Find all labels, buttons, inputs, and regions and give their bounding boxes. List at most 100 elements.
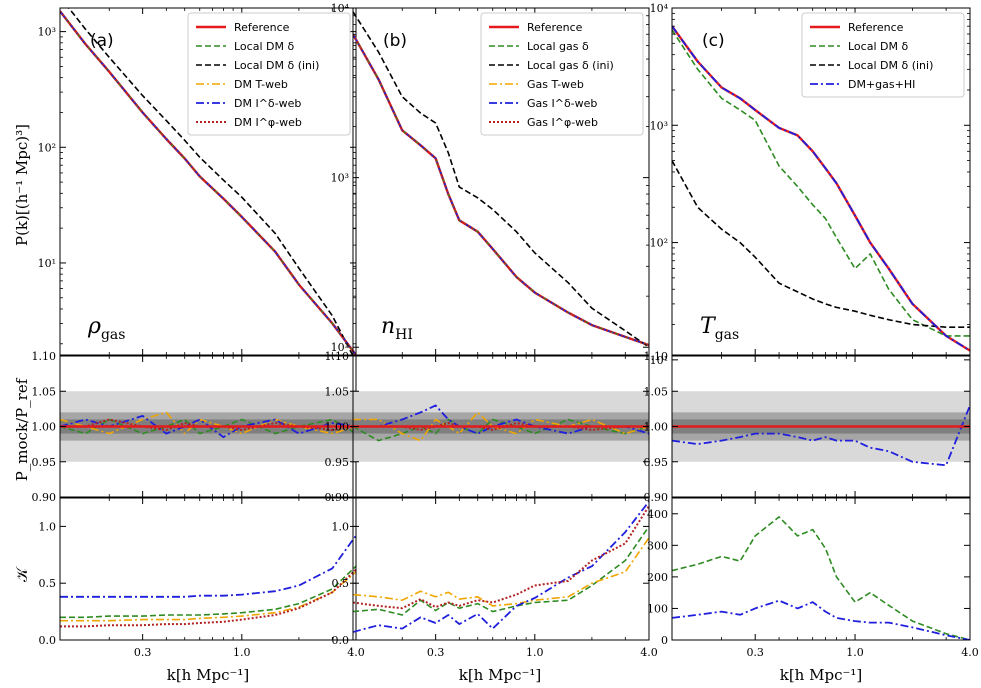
y-tick-label: 0.90 [644, 491, 669, 504]
series-line-tweb [353, 537, 649, 607]
series-line-local [672, 516, 970, 640]
x-tick-label: 4.0 [640, 646, 658, 659]
series-line-local_ini [672, 160, 970, 329]
legend-label: Gas I^φ-web [527, 116, 598, 129]
quantity-symbol: T [700, 314, 717, 339]
y-tick-label: 0 [661, 634, 668, 647]
y-tick-label: 10² [650, 237, 668, 250]
plot-area-a-bot [60, 534, 356, 628]
legend-label: DM I^φ-web [234, 116, 302, 129]
quantity-label-c: Tgas [700, 314, 739, 343]
y-axis-label-ratio: P_mock/P_ref [13, 377, 31, 481]
y-tick-label: 10¹ [38, 257, 56, 270]
y-tick-label: 1.05 [644, 385, 669, 398]
y-tick-label: 100 [647, 602, 668, 615]
y-tick-label: 0.5 [332, 577, 350, 590]
legend-label: Local gas δ (ini) [527, 59, 614, 72]
panel-letter-c: (c) [702, 31, 725, 51]
x-tick-label: 0.3 [134, 646, 152, 659]
panel-c: 10¹ 10² 10³ 10⁴ (c) Tgas Reference Local DM δ Lo… [644, 2, 979, 659]
series-line-iphi [353, 505, 649, 610]
x-tick-label: 4.0 [961, 646, 979, 659]
series-line-local [60, 565, 356, 619]
legend-box [801, 12, 965, 98]
panel-letter-a: (a) [90, 31, 114, 51]
y-tick-label: 1.0 [332, 520, 350, 533]
quantity-subscript: HI [395, 327, 413, 343]
quantity-subscript: gas [101, 327, 126, 343]
plot-area-a-top [60, 8, 356, 355]
quantity-label-a: ρgas [87, 314, 125, 343]
panel-letter-b: (b) [383, 31, 407, 51]
y-tick-label: 1.00 [325, 421, 350, 434]
y-tick-label: 10⁴ [650, 2, 669, 15]
panel-b: 10² 10³ 10⁴ (b) nHI Reference Local gas δ Local… [325, 2, 658, 659]
y-tick-label: 1.00 [32, 421, 57, 434]
plot-area-b-top [353, 11, 649, 348]
legend-label: Gas T-web [527, 78, 584, 91]
legend-label: Local gas δ [527, 40, 589, 53]
quantity-label-b: nHI [381, 314, 413, 343]
x-axis-label-a: k[h Mpc⁻¹] [167, 666, 250, 684]
x-tick-label: 4.0 [347, 646, 365, 659]
legend-b: Reference Local gas δ Local gas δ (ini) Gas… [480, 12, 644, 136]
x-tick-label: 0.3 [746, 646, 764, 659]
axes-frame-c-bot [671, 497, 971, 641]
legend-label: Local DM δ [848, 40, 908, 53]
x-tick-label: 1.0 [233, 646, 251, 659]
legend-label: Gas I^δ-web [527, 97, 597, 110]
y-tick-label: 300 [647, 539, 668, 552]
y-tick-label: 1.05 [325, 385, 350, 398]
axes-frame-c-top [671, 7, 971, 356]
legend-box [480, 12, 644, 136]
series-line-idelta [60, 10, 356, 355]
y-axis-label-power: P(k)[(h⁻¹ Mpc)³] [13, 124, 31, 246]
plot-area-b-bot [353, 500, 649, 633]
y-tick-label: 10² [331, 341, 349, 354]
y-tick-label: 1.0 [39, 520, 57, 533]
series-line-local [353, 525, 649, 616]
legend-c: Reference Local DM δ Local DM δ (ini) DM+ga… [801, 12, 965, 98]
series-line-idelta [353, 500, 649, 633]
legend-label: Local DM δ [234, 40, 294, 53]
subplot-c-bot: 0.3 1.0 4.0 0 100 200 300 400 [647, 497, 979, 659]
series-line-tweb [60, 411, 356, 435]
y-tick-label: 0.0 [332, 634, 350, 647]
legend-box [187, 12, 351, 136]
series-line-local [672, 29, 970, 337]
y-tick-label: 400 [647, 508, 668, 521]
legend-label: Reference [527, 21, 583, 34]
series-line-local_ini [353, 11, 649, 348]
x-axis-label-b: k[h Mpc⁻¹] [459, 666, 542, 684]
y-tick-label: 10³ [650, 119, 668, 132]
subplot-b-mid: 0.90 0.95 1.00 1.05 1.10 [325, 350, 650, 504]
axes-frame-b-top [352, 7, 650, 356]
subplot-b-bot: 0.3 1.0 4.00.00.51.0 [332, 497, 658, 659]
subplot-a-mid: 0.90 0.95 1.00 1.05 1.10 [32, 350, 357, 504]
x-tick-label: 1.0 [526, 646, 544, 659]
plot-area-b-mid [353, 391, 649, 462]
series-line-tweb [353, 411, 649, 442]
series-line-local_ini [67, 8, 354, 355]
plot-area-c-bot [672, 516, 970, 640]
axes-frame-a-bot [59, 497, 357, 641]
legend-label: Local DM δ (ini) [234, 59, 319, 72]
y-tick-label: 1.05 [32, 385, 57, 398]
legend-a: Reference Local DM δ Local DM δ (ini) DM T-… [187, 12, 351, 136]
series-line-tweb [60, 571, 356, 622]
y-tick-label: 10¹ [650, 354, 668, 367]
y-tick-label: 1.10 [325, 350, 350, 363]
subplot-a-top: 10¹ 10² 10³ (a) ρgas Reference Local DM δ Local… [38, 7, 357, 356]
legend-label: DM+gas+HI [848, 78, 915, 91]
subplot-b-top: 10² 10³ 10⁴ (b) nHI Reference Local gas δ Local… [331, 2, 650, 356]
subplot-c-mid: 0.90 0.95 1.00 1.05 1.10 [644, 350, 971, 504]
plot-area-a-mid [60, 391, 356, 462]
quantity-symbol: ρ [87, 314, 101, 339]
legend-label: DM T-web [234, 78, 288, 91]
y-tick-label: 10⁴ [331, 2, 350, 15]
series-line-iphi [353, 33, 649, 347]
subplot-a-bot: 0.3 1.0 4.00.0 0.5 1.0 [39, 497, 365, 659]
legend-label: Reference [848, 21, 904, 34]
series-line-local [60, 418, 356, 435]
